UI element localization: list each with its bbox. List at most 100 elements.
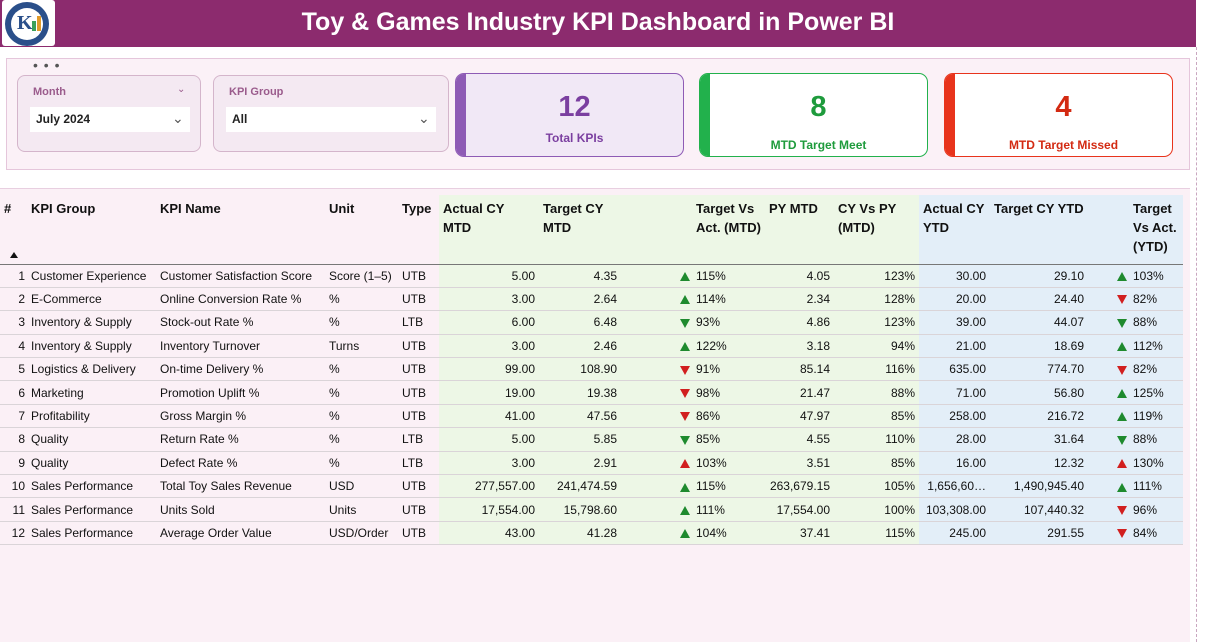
column-header[interactable]: Target CY MTD xyxy=(539,195,621,265)
cell-group: Inventory & Supply xyxy=(27,310,156,335)
cell-tva-ytd: 119% xyxy=(1129,404,1183,429)
status-arrow-icon xyxy=(680,295,690,305)
table-row[interactable]: 11 Sales Performance Units Sold Units UTB 17,… xyxy=(0,497,1183,522)
column-header[interactable]: CY Vs PY (MTD) xyxy=(834,195,919,265)
cell-unit: Score (1–5) xyxy=(325,264,398,288)
table-row[interactable]: 6 Marketing Promotion Uplift %% UTB 19.00 19.… xyxy=(0,380,1183,405)
chevron-down-icon[interactable]: ⌄ xyxy=(418,110,430,126)
column-header[interactable] xyxy=(1088,195,1129,265)
status-arrow-cell xyxy=(621,380,692,405)
status-arrow-icon xyxy=(680,459,690,469)
table-row[interactable]: 8 Quality Return Rate %% LTB 5.00 5.85 85% 4.55… xyxy=(0,427,1183,452)
cell-act-ytd: 30.00 xyxy=(919,264,990,288)
cell-cy-vs-py: 88% xyxy=(834,380,919,405)
column-header[interactable]: Target Vs Act. (YTD) xyxy=(1129,195,1183,265)
table-row[interactable]: 9 Quality Defect Rate %% LTB 3.00 2.91 103% 3.5… xyxy=(0,451,1183,476)
cell-tgt-mtd: 2.64 xyxy=(539,287,621,312)
status-arrow-cell xyxy=(621,334,692,359)
table-row[interactable]: 7 Profitability Gross Margin %% UTB 41.00 47.… xyxy=(0,404,1183,429)
column-header[interactable]: KPI Group xyxy=(27,195,156,265)
column-header[interactable]: Type xyxy=(398,195,439,265)
cell-act-ytd: 16.00 xyxy=(919,451,990,476)
cell-tgt-mtd: 15,798.60 xyxy=(539,497,621,522)
more-options-icon[interactable]: • • • xyxy=(33,57,61,73)
cell-group: Customer Experience xyxy=(27,264,156,288)
table-row[interactable]: 3 Inventory & Supply Stock-out Rate %% LTB 6… xyxy=(0,310,1183,335)
chevron-down-icon[interactable]: ⌄ xyxy=(177,84,186,95)
cell-cy-vs-py: 115% xyxy=(834,521,919,546)
column-header[interactable]: Actual CY YTD xyxy=(919,195,990,265)
cell-cy-vs-py: 116% xyxy=(834,357,919,382)
cell-unit: % xyxy=(325,427,398,452)
cell-tva-ytd: 103% xyxy=(1129,264,1183,288)
column-header[interactable]: KPI Name xyxy=(156,195,325,265)
status-arrow-cell xyxy=(621,497,692,522)
column-header[interactable] xyxy=(621,195,692,265)
cell-idx: 1 xyxy=(0,264,27,288)
status-arrow-icon xyxy=(680,365,690,375)
cell-py-mtd: 2.34 xyxy=(765,287,834,312)
status-arrow-cell xyxy=(621,451,692,476)
cell-name: Defect Rate % xyxy=(156,451,325,476)
cell-unit: Turns xyxy=(325,334,398,359)
column-header[interactable]: Target CY YTD xyxy=(990,195,1088,265)
cell-cy-vs-py: 85% xyxy=(834,451,919,476)
cell-tva-mtd: 122% xyxy=(692,334,765,359)
month-dropdown[interactable]: July 2024 ⌄ xyxy=(30,107,190,132)
total-kpis-card: 12 Total KPIs xyxy=(455,73,684,157)
status-arrow-icon xyxy=(1117,529,1127,539)
table-row[interactable]: 10 Sales Performance Total Toy Sales Reven… xyxy=(0,474,1183,499)
table-row[interactable]: 12 Sales Performance Average Order Value US… xyxy=(0,521,1183,546)
column-header[interactable]: Target Vs Act. (MTD) xyxy=(692,195,765,265)
cell-tgt-ytd: 291.55 xyxy=(990,521,1088,546)
table-row[interactable]: 2 E-Commerce Online Conversion Rate %% UTB 3… xyxy=(0,287,1183,312)
cell-py-mtd: 3.51 xyxy=(765,451,834,476)
status-arrow-icon xyxy=(1117,318,1127,328)
status-arrow-cell xyxy=(1088,521,1129,546)
kpi-group-dropdown[interactable]: All ⌄ xyxy=(226,107,436,132)
cell-act-mtd: 5.00 xyxy=(439,264,539,288)
cell-act-mtd: 19.00 xyxy=(439,380,539,405)
cell-type: UTB xyxy=(398,474,439,499)
status-arrow-cell xyxy=(1088,427,1129,452)
column-header[interactable]: PY MTD xyxy=(765,195,834,265)
cell-tgt-mtd: 19.38 xyxy=(539,380,621,405)
status-arrow-icon xyxy=(680,318,690,328)
cell-py-mtd: 47.97 xyxy=(765,404,834,429)
status-arrow-cell xyxy=(1088,287,1129,312)
sort-ascending-icon[interactable] xyxy=(10,252,18,258)
status-arrow-cell xyxy=(621,404,692,429)
status-arrow-cell xyxy=(1088,404,1129,429)
page-title: Toy & Games Industry KPI Dashboard in Po… xyxy=(301,8,895,36)
column-header[interactable]: Unit xyxy=(325,195,398,265)
cell-py-mtd: 4.86 xyxy=(765,310,834,335)
chevron-down-icon[interactable]: ⌄ xyxy=(172,110,184,126)
status-arrow-icon xyxy=(1117,435,1127,445)
cell-py-mtd: 4.55 xyxy=(765,427,834,452)
cell-act-mtd: 43.00 xyxy=(439,521,539,546)
cell-group: Inventory & Supply xyxy=(27,334,156,359)
mtd-target-missed-value: 4 xyxy=(1055,91,1072,123)
status-arrow-icon xyxy=(680,505,690,515)
cell-cy-vs-py: 94% xyxy=(834,334,919,359)
status-arrow-icon xyxy=(680,529,690,539)
cell-act-ytd: 28.00 xyxy=(919,427,990,452)
table-row[interactable]: 4 Inventory & Supply Inventory Turnover Tur… xyxy=(0,334,1183,359)
cell-tgt-mtd: 108.90 xyxy=(539,357,621,382)
mtd-target-meet-card: 8 MTD Target Meet xyxy=(699,73,928,157)
cell-type: LTB xyxy=(398,427,439,452)
table-row[interactable]: 5 Logistics & Delivery On-time Delivery %%… xyxy=(0,357,1183,382)
cell-type: UTB xyxy=(398,357,439,382)
status-arrow-icon xyxy=(1117,388,1127,398)
cell-tva-ytd: 112% xyxy=(1129,334,1183,359)
cell-act-mtd: 3.00 xyxy=(439,287,539,312)
status-arrow-cell xyxy=(621,521,692,546)
cell-idx: 4 xyxy=(0,334,27,359)
cell-tgt-ytd: 29.10 xyxy=(990,264,1088,288)
table-row[interactable]: 1 Customer Experience Customer Satisfactio… xyxy=(0,264,1183,288)
column-header[interactable]: Actual CY MTD xyxy=(439,195,539,265)
total-kpis-value: 12 xyxy=(558,91,591,123)
status-arrow-icon xyxy=(1117,482,1127,492)
cell-unit: % xyxy=(325,404,398,429)
cell-name: Gross Margin % xyxy=(156,404,325,429)
